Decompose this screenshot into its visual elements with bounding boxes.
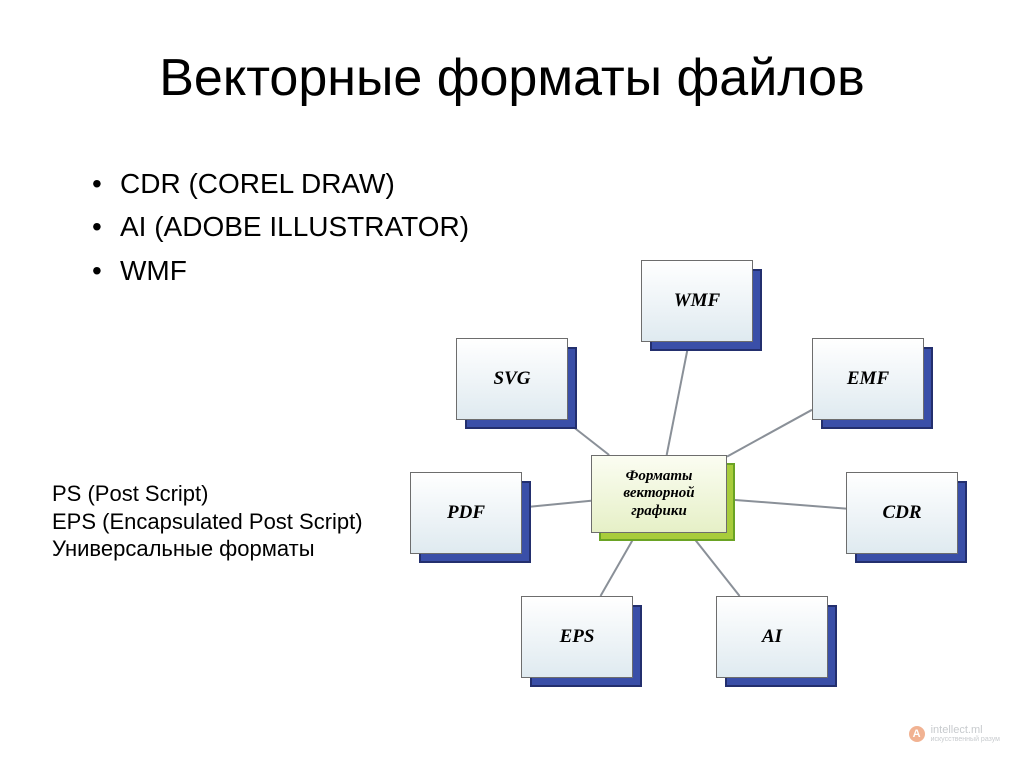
diagram-node: EMF xyxy=(812,338,924,420)
bullet-item: AI (ADOBE ILLUSTRATOR) xyxy=(92,205,469,248)
diagram-node: WMF xyxy=(641,260,753,342)
diagram-center-node: Форматывекторнойграфики xyxy=(591,455,727,533)
subtext-line: Универсальные форматы xyxy=(52,535,363,563)
node-label: WMF xyxy=(641,260,753,342)
diagram-node: PDF xyxy=(410,472,522,554)
node-label: CDR xyxy=(846,472,958,554)
footer-text-sub: искусственный разум xyxy=(931,736,1000,743)
diagram-edge xyxy=(667,342,689,455)
diagram-edge xyxy=(690,533,740,596)
footer-badge-icon: A xyxy=(909,726,925,742)
subtext-line: EPS (Encapsulated Post Script) xyxy=(52,508,363,536)
slide-title: Векторные форматы файлов xyxy=(0,48,1024,108)
node-label: Форматывекторнойграфики xyxy=(591,455,727,533)
diagram-edge xyxy=(727,499,846,508)
node-label: AI xyxy=(716,596,828,678)
subtext-block: PS (Post Script)EPS (Encapsulated Post S… xyxy=(52,480,363,563)
footer-text: intellect.ml искусственный разум xyxy=(931,725,1000,743)
diagram-edge xyxy=(727,410,812,457)
diagram-node: EPS xyxy=(521,596,633,678)
format-diagram: Форматывекторнойграфики WMF SVG EMF PDF CDR EP… xyxy=(346,260,986,690)
diagram-node: SVG xyxy=(456,338,568,420)
node-label: EMF xyxy=(812,338,924,420)
subtext-line: PS (Post Script) xyxy=(52,480,363,508)
footer-logo: A intellect.ml искусственный разум xyxy=(909,725,1000,743)
node-label: PDF xyxy=(410,472,522,554)
diagram-edge xyxy=(522,501,591,508)
footer-text-main: intellect.ml xyxy=(931,724,983,736)
node-label: EPS xyxy=(521,596,633,678)
bullet-item: CDR (COREL DRAW) xyxy=(92,162,469,205)
diagram-node: CDR xyxy=(846,472,958,554)
diagram-edge xyxy=(601,533,637,596)
node-label: SVG xyxy=(456,338,568,420)
diagram-node: AI xyxy=(716,596,828,678)
